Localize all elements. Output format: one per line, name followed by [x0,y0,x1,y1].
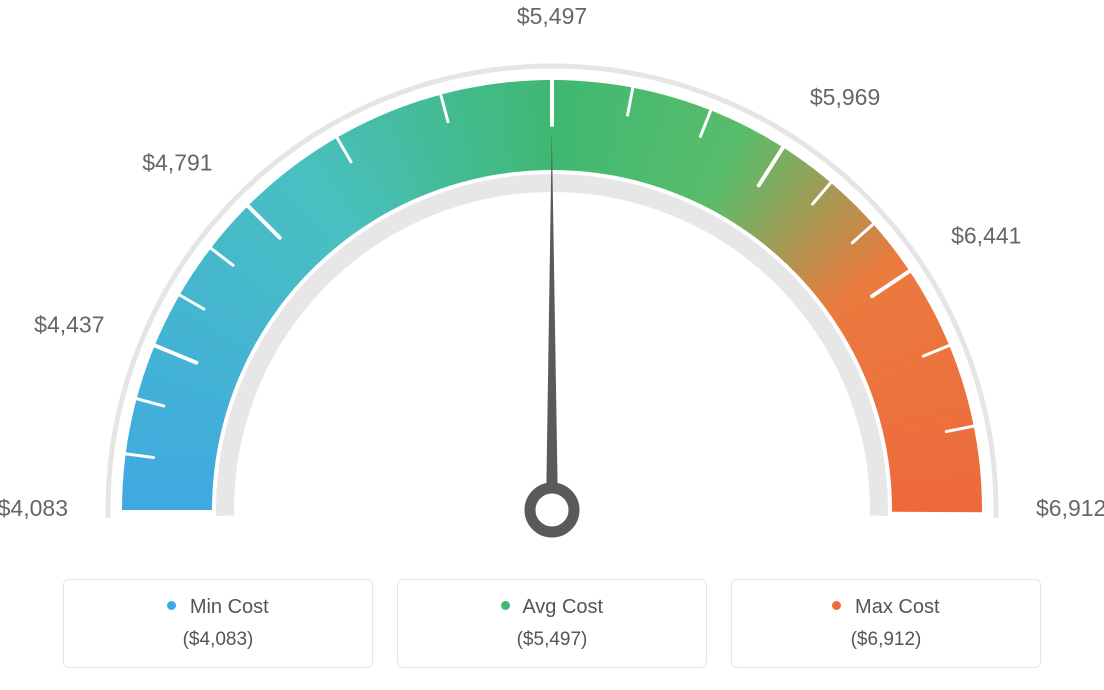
legend-dot-avg [501,601,510,610]
gauge-scale-label: $6,441 [951,222,1021,248]
gauge-area: $4,083 $4,437 $4,791 $5,497 $5,969 $6,441 $6,9… [0,0,1104,570]
legend-title-avg-text: Avg Cost [522,596,603,618]
legend-card-min: Min Cost ($4,083) [63,579,373,668]
legend-card-max: Max Cost ($6,912) [731,579,1041,668]
legend-dot-min [167,601,176,610]
gauge-scale-label: $4,791 [142,150,212,176]
cost-gauge: $4,083 $4,437 $4,791 $5,497 $5,969 $6,441 $6,9… [0,0,1104,570]
legend-title-min: Min Cost [64,596,372,619]
legend-title-max-text: Max Cost [855,596,939,618]
gauge-scale-label: $5,969 [810,84,880,110]
gauge-scale-label: $6,912 [1036,495,1104,521]
gauge-chart-container: $4,083 $4,437 $4,791 $5,497 $5,969 $6,441 $6,9… [0,0,1104,690]
gauge-scale-label: $4,083 [0,495,68,521]
legend-value-max: ($6,912) [732,629,1040,651]
legend-dot-max [832,601,841,610]
legend-row: Min Cost ($4,083) Avg Cost ($5,497) Max … [0,579,1104,668]
gauge-hub [530,488,574,532]
legend-card-avg: Avg Cost ($5,497) [397,579,707,668]
legend-title-max: Max Cost [732,596,1040,619]
legend-value-min: ($4,083) [64,629,372,651]
legend-title-avg: Avg Cost [398,596,706,619]
gauge-scale-label: $5,497 [517,3,587,29]
gauge-scale-label: $4,437 [34,311,104,337]
legend-title-min-text: Min Cost [190,596,269,618]
legend-value-avg: ($5,497) [398,629,706,651]
